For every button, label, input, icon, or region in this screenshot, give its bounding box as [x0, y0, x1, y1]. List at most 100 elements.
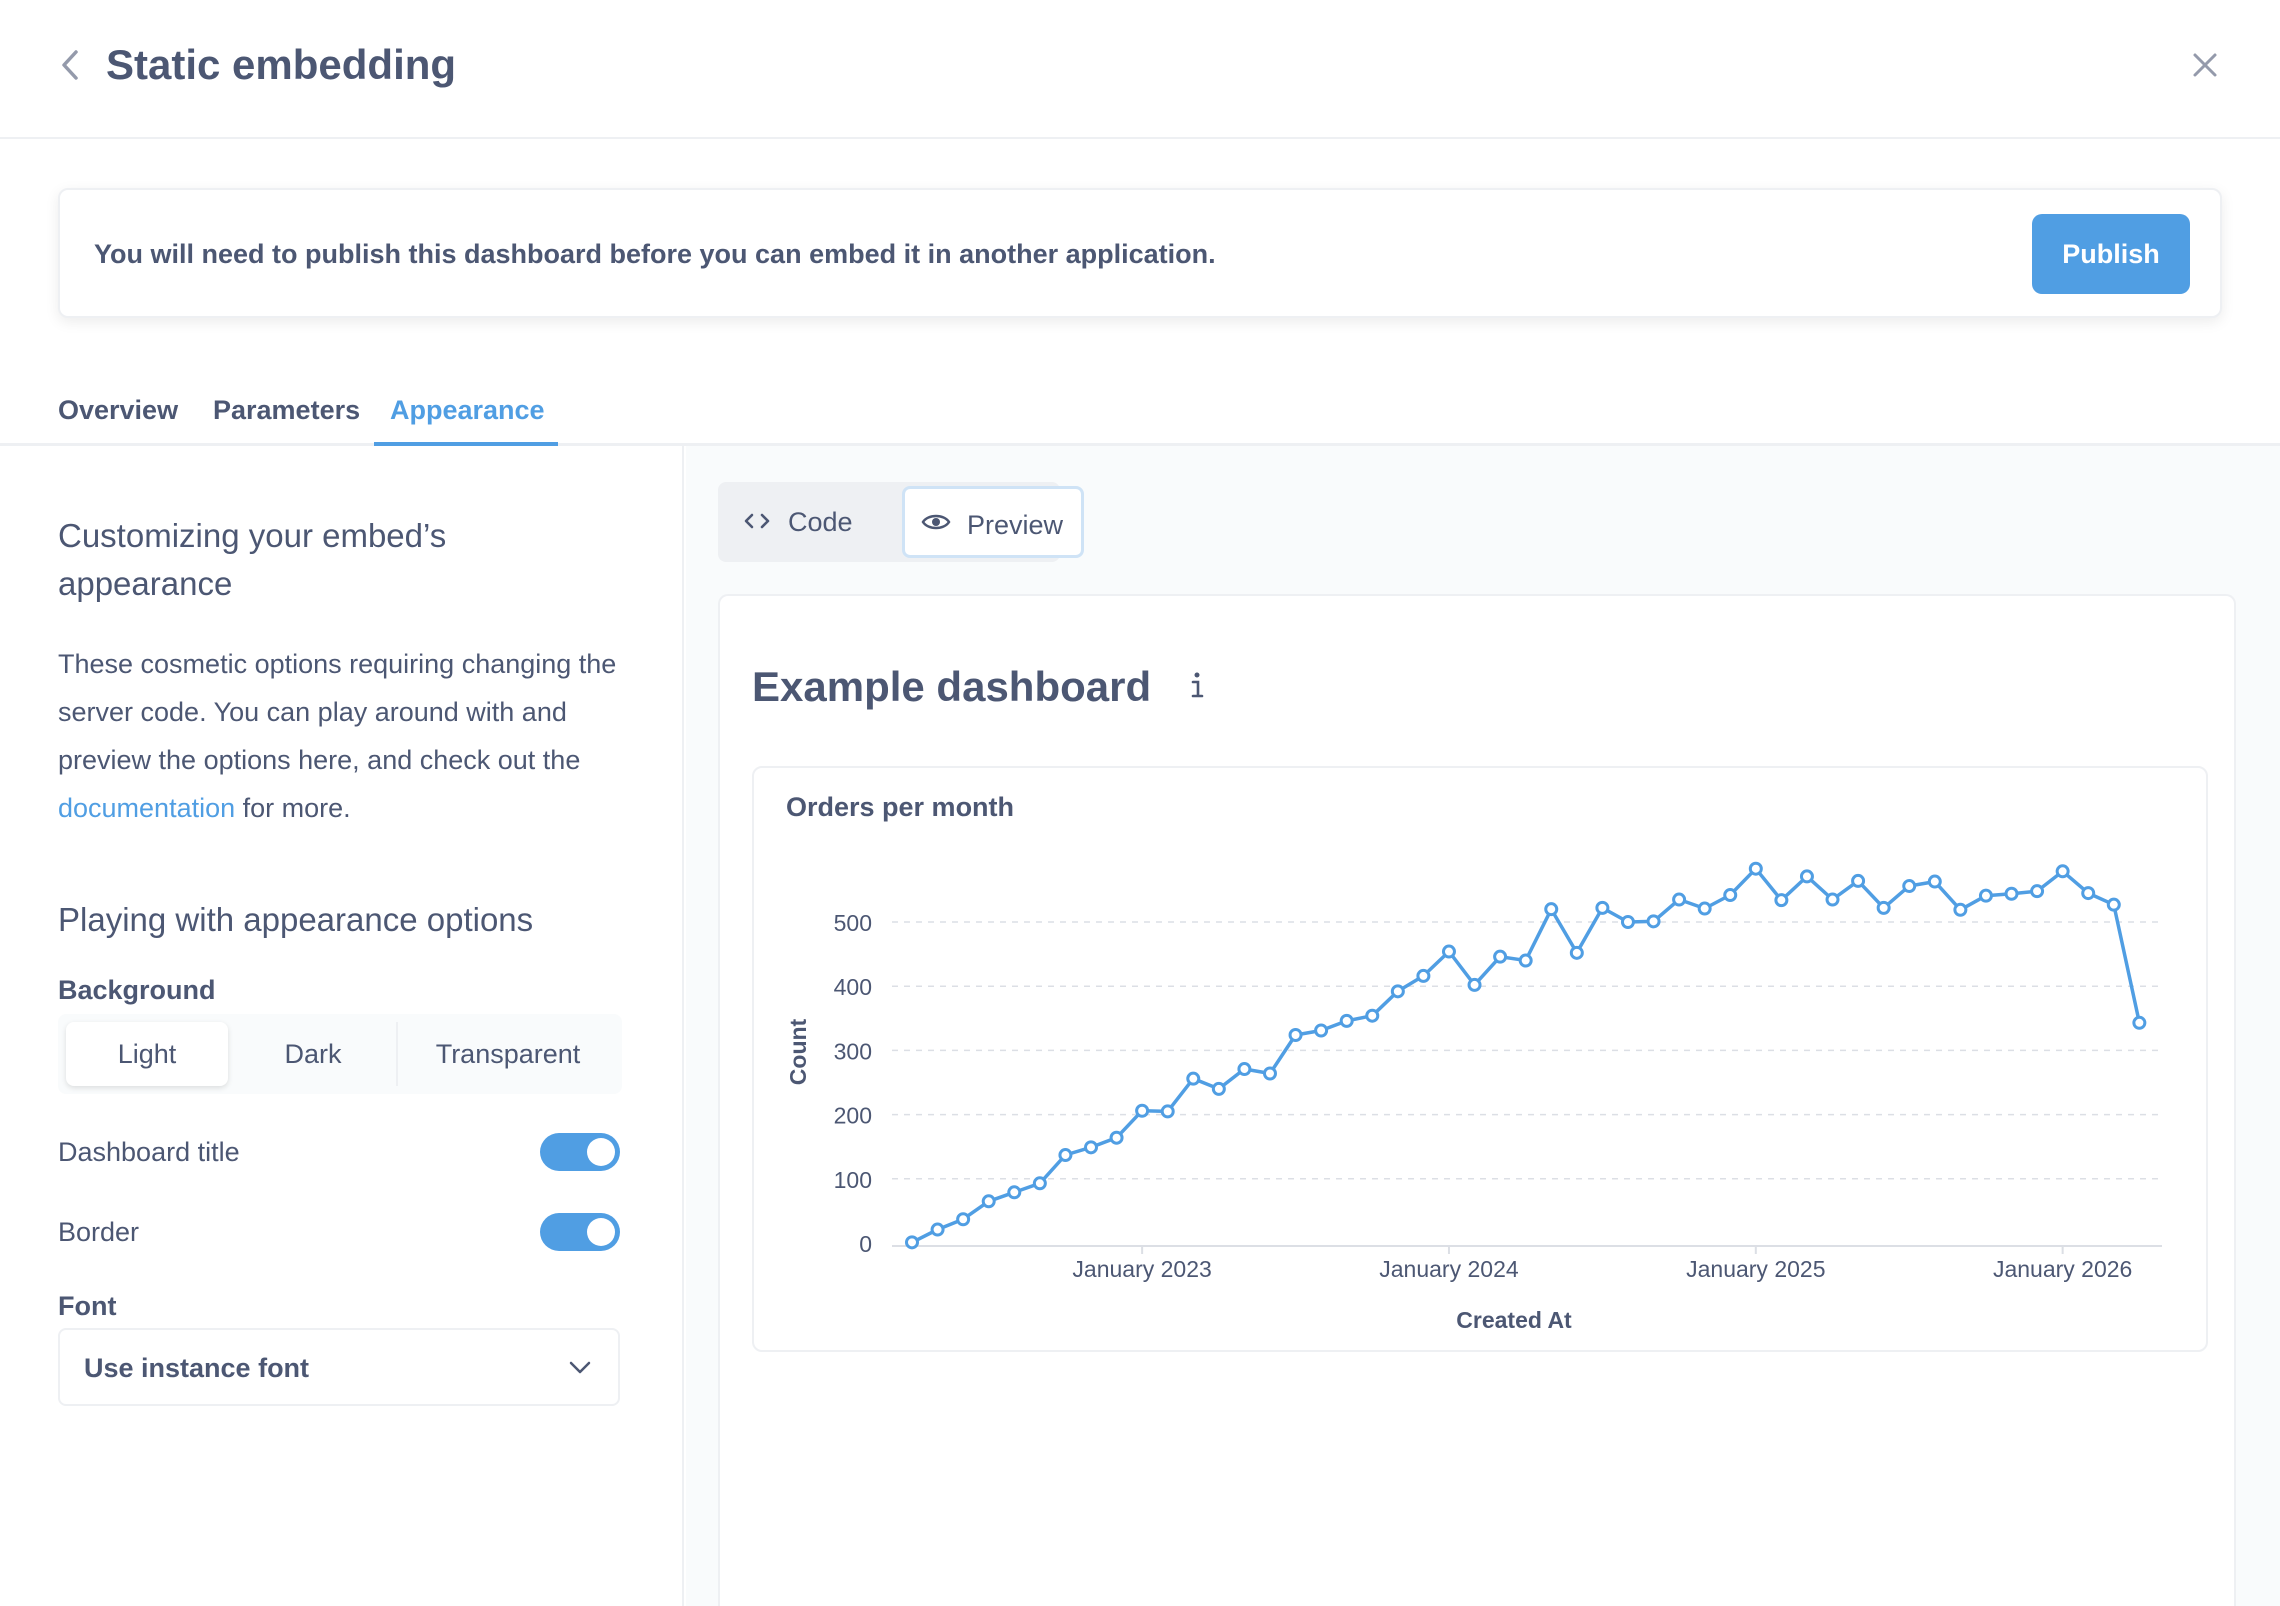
chart-title: Orders per month [786, 792, 1014, 822]
data-point [956, 1212, 971, 1227]
data-point [1493, 949, 1508, 964]
font-select[interactable]: Use instance font [58, 1328, 620, 1406]
segment-divider [396, 1022, 398, 1086]
background-option-light[interactable]: Light [66, 1022, 228, 1086]
y-tick-label: 0 [859, 1231, 872, 1257]
data-point [1160, 1104, 1175, 1119]
description-text: These cosmetic options requiring changin… [58, 649, 617, 775]
preview-mode-label: Preview [967, 510, 1064, 540]
data-point [1569, 945, 1584, 960]
data-point [1314, 1023, 1329, 1038]
data-point [1697, 901, 1712, 916]
y-tick-label: 300 [834, 1038, 872, 1064]
data-point [1518, 953, 1533, 968]
data-point [1851, 873, 1866, 888]
series-line [911, 866, 2142, 1244]
publish-notice: You will need to publish this dashboard … [58, 188, 2222, 318]
dashboard-title-toggle[interactable] [540, 1133, 620, 1171]
y-tick-label: 400 [834, 974, 872, 1000]
data-point [1902, 879, 1917, 894]
data-point [2106, 897, 2121, 912]
close-icon[interactable] [2190, 50, 2220, 80]
active-tab-indicator [374, 442, 558, 446]
data-point [1953, 902, 1968, 917]
data-point [905, 1235, 919, 1250]
tab-appearance[interactable]: Appearance [390, 395, 545, 425]
data-point [1774, 893, 1789, 908]
embed-preview-panel: Code Preview Example dashboard Orders pe… [686, 446, 2280, 1606]
data-point [2004, 886, 2019, 901]
y-tick-label: 200 [834, 1103, 872, 1129]
data-point [1032, 1176, 1047, 1191]
data-point [2030, 884, 2045, 899]
tab-overview[interactable]: Overview [58, 395, 179, 425]
data-point [1441, 944, 1456, 959]
border-toggle[interactable] [540, 1213, 620, 1251]
x-tick-label: January 2025 [1686, 1256, 1825, 1282]
data-point [2081, 886, 2096, 901]
eye-icon [921, 514, 951, 530]
description-suffix: for more. [235, 793, 351, 823]
font-label: Font [58, 1291, 117, 1321]
data-point [930, 1222, 945, 1237]
data-point [2055, 864, 2070, 879]
line-chart: Orders per month 0 100 200 300 400 500 January … [785, 792, 2162, 1333]
x-axis-label: Created At [1456, 1307, 1572, 1333]
chevron-left-icon[interactable] [58, 48, 84, 82]
code-preview-switch: Code Preview [718, 482, 1084, 562]
modal-header: Static embedding [0, 0, 2280, 139]
font-select-value: Use instance font [84, 1353, 310, 1383]
data-point [1748, 861, 1763, 876]
data-point [1927, 874, 1942, 889]
settings-heading: Customizing your embed’s appearance [58, 517, 447, 602]
background-segmented-control: Light Dark Transparent [58, 1014, 622, 1094]
options-heading: Playing with appearance options [58, 901, 534, 938]
embed-preview-frame: Example dashboard Orders per month 0 100 20… [718, 594, 2236, 1606]
data-point [1799, 869, 1814, 884]
preview-mode-button[interactable]: Preview [902, 486, 1084, 558]
data-point [1544, 902, 1559, 917]
data-point [1390, 984, 1405, 999]
data-point [1083, 1140, 1098, 1155]
data-point [1109, 1130, 1124, 1145]
border-label: Border [58, 1217, 140, 1247]
data-point [1620, 915, 1635, 929]
documentation-link[interactable]: documentation [58, 793, 236, 823]
data-point [1416, 968, 1431, 983]
dashboard-title: Example dashboard [752, 663, 1152, 710]
background-option-transparent[interactable]: Transparent [435, 1039, 581, 1069]
data-point [1339, 1013, 1354, 1028]
tab-parameters[interactable]: Parameters [213, 395, 361, 425]
data-point [1058, 1148, 1073, 1163]
y-axis-label: Count [785, 1018, 811, 1085]
data-point [1595, 900, 1610, 915]
dashboard-title-label: Dashboard title [58, 1137, 240, 1167]
data-point [1237, 1062, 1252, 1077]
publish-button[interactable]: Publish [2032, 214, 2190, 294]
data-point [1211, 1081, 1226, 1096]
data-point [1288, 1027, 1303, 1042]
settings-description: These cosmetic options requiring changin… [58, 640, 638, 832]
toggle-knob [587, 1218, 615, 1246]
data-point [1978, 888, 1993, 903]
data-point [1825, 892, 1840, 907]
data-point [1723, 888, 1738, 903]
toggle-knob [587, 1138, 615, 1166]
code-mode-label: Code [788, 507, 853, 537]
code-icon [744, 513, 770, 529]
data-point [2132, 1015, 2147, 1030]
tab-bar: Overview Parameters Appearance [0, 380, 2280, 446]
data-point [1672, 892, 1687, 907]
chart-card[interactable]: Orders per month 0 100 200 300 400 500 January … [752, 766, 2208, 1352]
y-tick-label: 500 [834, 910, 872, 936]
background-option-dark[interactable]: Dark [284, 1039, 342, 1069]
data-point [1007, 1185, 1022, 1200]
notice-text: You will need to publish this dashboard … [94, 239, 1216, 269]
info-icon[interactable] [1188, 670, 1208, 702]
code-mode-button[interactable]: Code [728, 486, 868, 558]
chevron-down-icon [569, 1361, 591, 1374]
x-tick-label: January 2024 [1379, 1256, 1519, 1282]
data-point [1467, 977, 1482, 992]
x-tick-label: January 2023 [1072, 1256, 1211, 1282]
data-point [1876, 900, 1891, 915]
